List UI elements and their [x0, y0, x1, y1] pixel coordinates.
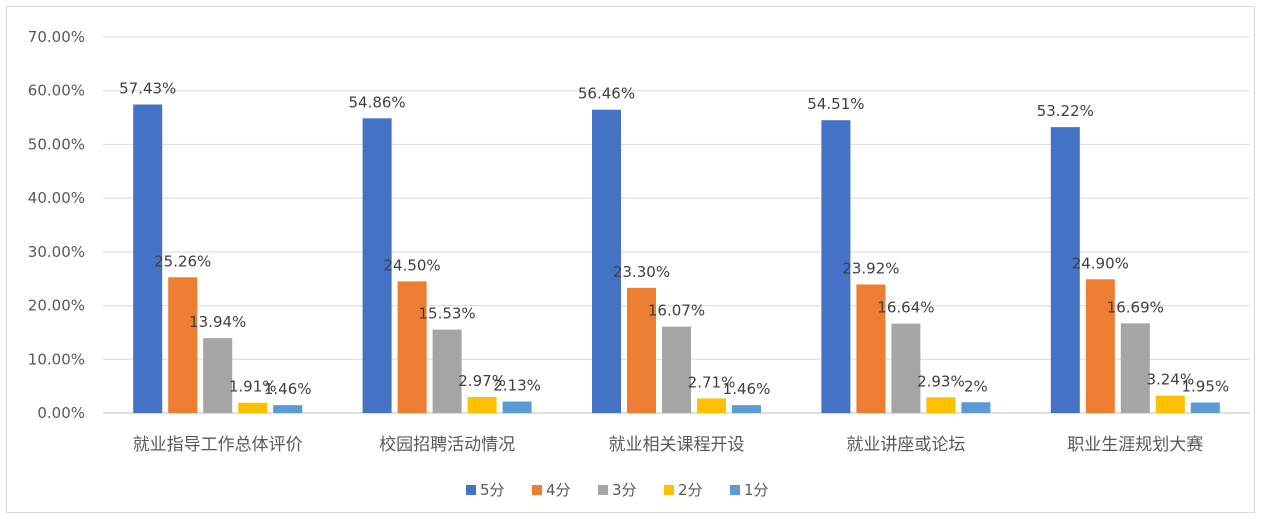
bar	[133, 104, 163, 413]
legend-label: 1分	[744, 481, 769, 499]
bar	[697, 398, 726, 413]
category-label: 就业指导工作总体评价	[133, 435, 303, 455]
bar	[432, 329, 462, 413]
data-label: 2.97%	[458, 372, 506, 390]
data-label: 2%	[964, 377, 988, 395]
x-axis-category-labels: 就业指导工作总体评价 校园招聘活动情况 就业相关课程开设 就业讲座或论坛 职业生涯规划大…	[133, 434, 1204, 455]
legend-swatch	[664, 485, 674, 495]
data-label: 53.22%	[1037, 102, 1094, 120]
bar	[926, 397, 956, 413]
bar	[821, 120, 851, 413]
data-label: 57.43%	[119, 80, 176, 98]
category-label: 职业生涯规划大赛	[1067, 434, 1203, 455]
bar	[856, 284, 886, 413]
data-label: 54.86%	[348, 93, 405, 111]
legend-item: 2分	[664, 481, 703, 499]
legend: 5分 4分 3分 2分 1分	[466, 481, 769, 499]
bar	[502, 401, 532, 413]
data-label: 15.53%	[418, 305, 475, 323]
bar	[273, 405, 303, 413]
y-tick-label: 20.00%	[28, 297, 85, 315]
legend-swatch	[730, 485, 740, 495]
y-tick-label: 0.00%	[37, 404, 85, 422]
legend-label: 4分	[546, 481, 571, 499]
data-label: 23.30%	[613, 263, 670, 281]
data-label: 56.46%	[578, 85, 635, 103]
bar	[203, 338, 233, 413]
bars	[133, 104, 1220, 414]
data-label: 16.07%	[648, 302, 705, 320]
bar	[168, 277, 198, 413]
bar	[961, 402, 991, 413]
bar	[467, 397, 497, 413]
bar	[362, 118, 392, 413]
bar	[592, 109, 621, 414]
bar	[627, 287, 656, 413]
y-tick-label: 40.00%	[28, 189, 85, 207]
legend-swatch	[532, 485, 542, 495]
data-label: 1.46%	[723, 380, 771, 398]
y-tick-label: 50.00%	[28, 135, 85, 153]
y-axis-tick-labels: 0.00% 10.00% 20.00% 30.00% 40.00% 50.00% 60.00…	[28, 28, 85, 422]
y-tick-label: 60.00%	[28, 82, 85, 100]
bar	[238, 402, 268, 413]
bar	[662, 326, 691, 413]
y-tick-label: 30.00%	[28, 243, 85, 261]
data-label: 23.92%	[842, 260, 899, 278]
legend-item: 4分	[532, 481, 571, 499]
legend-swatch	[598, 485, 608, 495]
data-label: 2.13%	[493, 377, 541, 395]
chart-frame: 0.00% 10.00% 20.00% 30.00% 40.00% 50.00% 60.00…	[6, 6, 1255, 513]
data-label: 16.64%	[877, 299, 934, 317]
gridlines	[103, 36, 1250, 414]
legend-label: 3分	[612, 481, 637, 499]
legend-label: 2分	[678, 481, 703, 499]
data-label: 24.90%	[1072, 254, 1129, 272]
bar	[1085, 279, 1115, 413]
data-label: 2.71%	[688, 373, 736, 391]
data-labels: 57.43%25.26%13.94%1.91%1.46%54.86%24.50%…	[119, 80, 1229, 399]
category-label: 校园招聘活动情况	[379, 435, 515, 455]
bar	[891, 323, 921, 413]
legend-label: 5分	[480, 481, 505, 499]
bar-chart: 0.00% 10.00% 20.00% 30.00% 40.00% 50.00% 60.00…	[28, 28, 1250, 499]
data-label: 16.69%	[1107, 298, 1164, 316]
data-label: 25.26%	[154, 252, 211, 270]
y-tick-label: 10.00%	[28, 350, 85, 368]
data-label: 3.24%	[1146, 371, 1194, 389]
data-label: 1.46%	[264, 380, 312, 398]
category-label: 就业相关课程开设	[609, 435, 745, 455]
data-label: 2.93%	[917, 372, 965, 390]
bar	[397, 281, 427, 413]
data-label: 1.95%	[1181, 378, 1229, 396]
data-label: 24.50%	[383, 256, 440, 274]
data-label: 1.91%	[229, 378, 277, 396]
data-label: 54.51%	[807, 95, 864, 113]
bar	[1155, 395, 1185, 413]
bar	[732, 405, 761, 413]
legend-item: 3分	[598, 481, 637, 499]
bar	[1120, 323, 1150, 413]
bar	[1050, 127, 1080, 413]
legend-item: 1分	[730, 481, 769, 499]
legend-item: 5分	[466, 481, 505, 499]
category-label: 就业讲座或论坛	[846, 435, 965, 455]
y-tick-label: 70.00%	[28, 28, 85, 46]
bar	[1190, 402, 1220, 413]
data-label: 13.94%	[189, 313, 246, 331]
legend-swatch	[466, 485, 476, 495]
